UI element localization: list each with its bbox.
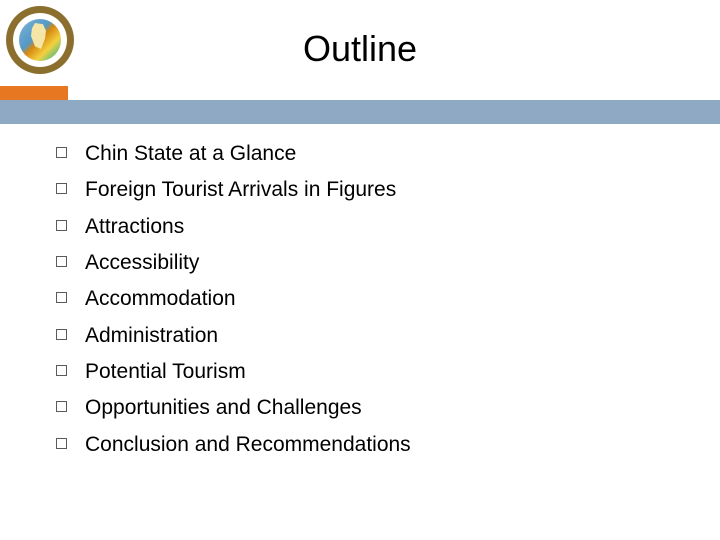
list-item: Administration — [56, 322, 656, 350]
list-item-text: Attractions — [85, 213, 184, 241]
square-bullet-icon — [56, 220, 67, 231]
slide: Outline Chin State at a Glance Foreign To… — [0, 0, 720, 540]
list-item-text: Potential Tourism — [85, 358, 246, 386]
square-bullet-icon — [56, 292, 67, 303]
square-bullet-icon — [56, 256, 67, 267]
square-bullet-icon — [56, 147, 67, 158]
accent-bar-orange — [0, 86, 68, 100]
list-item-text: Conclusion and Recommendations — [85, 431, 411, 459]
list-item: Opportunities and Challenges — [56, 394, 656, 422]
accent-bar-blue — [0, 100, 720, 124]
list-item: Chin State at a Glance — [56, 140, 656, 168]
list-item-text: Foreign Tourist Arrivals in Figures — [85, 176, 396, 204]
list-item: Foreign Tourist Arrivals in Figures — [56, 176, 656, 204]
list-item: Accommodation — [56, 285, 656, 313]
list-item: Potential Tourism — [56, 358, 656, 386]
list-item-text: Chin State at a Glance — [85, 140, 296, 168]
list-item-text: Administration — [85, 322, 218, 350]
list-item-text: Accessibility — [85, 249, 199, 277]
square-bullet-icon — [56, 183, 67, 194]
slide-title: Outline — [0, 28, 720, 70]
bullet-list: Chin State at a Glance Foreign Tourist Ar… — [56, 140, 656, 467]
square-bullet-icon — [56, 438, 67, 449]
square-bullet-icon — [56, 401, 67, 412]
list-item: Accessibility — [56, 249, 656, 277]
list-item: Conclusion and Recommendations — [56, 431, 656, 459]
square-bullet-icon — [56, 329, 67, 340]
list-item-text: Opportunities and Challenges — [85, 394, 362, 422]
list-item: Attractions — [56, 213, 656, 241]
square-bullet-icon — [56, 365, 67, 376]
list-item-text: Accommodation — [85, 285, 236, 313]
